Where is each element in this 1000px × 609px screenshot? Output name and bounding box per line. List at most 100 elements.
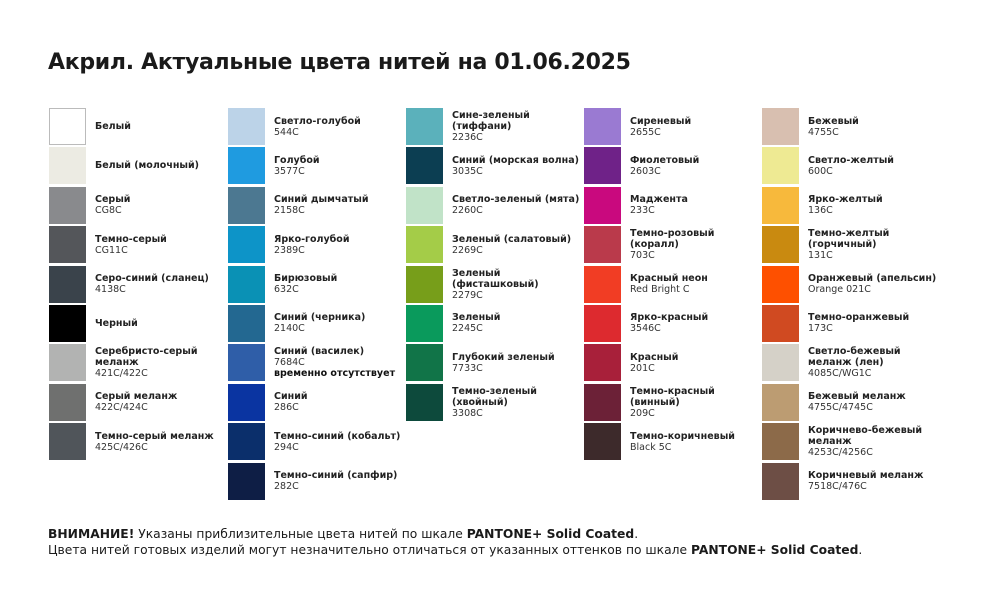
color-swatch: [49, 147, 86, 185]
color-swatch: [584, 108, 621, 145]
swatch-label: Светло-желтый 600C: [808, 155, 940, 177]
brand: PANTONE+ Solid Coated: [690, 543, 859, 557]
color-swatch: [228, 304, 265, 342]
color-swatch: [406, 383, 443, 421]
swatch-item: Оранжевый (апельсин) Orange 021C: [762, 265, 940, 303]
swatch-item: Белый: [49, 108, 227, 145]
swatch-label: Темно-оранжевый 173C: [808, 312, 940, 334]
swatch-label: Сиреневый 2655C: [630, 116, 762, 138]
pantone-code: 4138C: [95, 284, 126, 296]
swatch-label: Коричневый меланж 7518C/476C: [808, 470, 940, 492]
swatch-item: Фиолетовый 2603C: [584, 147, 762, 185]
swatch-label: Глубокий зеленый 7733C: [452, 352, 584, 374]
color-name: Оранжевый (апельсин): [808, 273, 937, 285]
color-name: Бирюзовый: [274, 273, 338, 285]
color-swatch: [406, 226, 443, 264]
pantone-code: 544C: [274, 126, 299, 138]
color-swatch: [228, 147, 265, 185]
color-name: Красный: [630, 351, 679, 363]
color-swatch: [228, 423, 265, 461]
color-swatch: [584, 147, 621, 185]
swatch-label: Голубой 3577C: [274, 155, 406, 177]
color-swatch: [584, 383, 621, 421]
pantone-code: CG8C: [95, 205, 122, 217]
color-swatch: [762, 147, 799, 185]
swatch-item: Зеленый (салатовый) 2269C: [406, 226, 584, 264]
swatch-label: Синий дымчатый 2158C: [274, 194, 406, 216]
swatch-label: Белый: [95, 121, 227, 132]
color-swatch: [584, 186, 621, 224]
color-name: Сине-зеленый (тиффани): [452, 110, 530, 132]
swatch-item: Коричнево-бежевый меланж 4253C/4256C: [762, 423, 940, 461]
swatch-label: Темно-коричневый Black 5C: [630, 431, 762, 453]
swatch-label: Темно-розовый (коралл) 703C: [630, 228, 762, 261]
color-name: Бежевый меланж: [808, 391, 906, 403]
color-swatch: [406, 265, 443, 303]
color-swatch: [762, 304, 799, 342]
swatch-label: Темно-желтый (горчичный) 131C: [808, 228, 940, 261]
swatch-label: Ярко-красный 3546C: [630, 312, 762, 334]
footer-line: ВНИМАНИЕ! Указаны приблизительные цвета …: [48, 526, 862, 542]
pantone-code: 4253C/4256C: [808, 447, 873, 459]
swatch-label: Темно-зеленый (хвойный) 3308C: [452, 386, 584, 419]
swatch-label: Фиолетовый 2603C: [630, 155, 762, 177]
color-name: Темно-желтый (горчичный): [808, 228, 890, 251]
swatch-item: Темно-красный (винный) 209C: [584, 383, 762, 421]
color-swatch: [762, 383, 799, 421]
pantone-code: 2260C: [452, 205, 483, 217]
pantone-code: 201C: [630, 362, 655, 374]
color-name: Коричнево-бежевый меланж: [808, 425, 922, 448]
pantone-code: 632C: [274, 284, 299, 296]
swatch-item: Темно-коричневый Black 5C: [584, 423, 762, 461]
swatch-label: Красный неон Red Bright C: [630, 273, 762, 295]
color-name: Коричневый меланж: [808, 470, 924, 482]
swatch-item: Бежевый 4755C: [762, 108, 940, 145]
pantone-code: 4085C/WG1C: [808, 368, 872, 380]
color-name: Светло-зеленый (мята): [452, 194, 580, 206]
color-name: Ярко-голубой: [274, 233, 350, 245]
swatch-label: Ярко-желтый 136C: [808, 194, 940, 216]
swatch-label: Темно-серый CG11C: [95, 234, 227, 256]
color-name: Зеленый: [452, 312, 501, 324]
swatch-item: Темно-оранжевый 173C: [762, 304, 940, 342]
color-swatch: [584, 344, 621, 382]
color-swatch: [49, 423, 86, 461]
swatch-item: Светло-зеленый (мята) 2260C: [406, 186, 584, 224]
swatch-column: Бежевый 4755C Светло-желтый 600C Ярко-желтый…: [762, 108, 940, 502]
color-name: Сиреневый: [630, 115, 692, 127]
swatch-item: Ярко-желтый 136C: [762, 186, 940, 224]
swatch-item: Серо-синий (сланец) 4138C: [49, 265, 227, 303]
color-name: Синий (морская волна): [452, 154, 579, 166]
pantone-code: 2269C: [452, 244, 483, 256]
swatch-item: Красный 201C: [584, 344, 762, 382]
swatch-column: Белый Белый (молочный) Серый CG8C Темно-серы…: [49, 108, 227, 463]
pantone-code: 7518C/476C: [808, 481, 867, 493]
pantone-code: 2236C: [452, 132, 483, 143]
color-name: Темно-синий (сапфир): [274, 470, 398, 482]
swatch-label: Синий (морская волна) 3035C: [452, 155, 584, 177]
swatch-label: Зеленый 2245C: [452, 312, 584, 334]
swatch-item: Синий дымчатый 2158C: [228, 186, 406, 224]
swatch-label: Синий 286C: [274, 391, 406, 413]
color-name: Фиолетовый: [630, 154, 700, 166]
swatch-item: Белый (молочный): [49, 147, 227, 185]
swatch-column: Сиреневый 2655C Фиолетовый 2603C Маджента 233…: [584, 108, 762, 463]
brand: PANTONE+ Solid Coated: [466, 527, 635, 541]
color-swatch: [228, 344, 265, 382]
swatch-item: Темно-синий (кобальт) 294C: [228, 423, 406, 461]
pantone-code: 2603C: [630, 165, 661, 177]
swatch-item: Бежевый меланж 4755C/4745C: [762, 383, 940, 421]
color-swatch: [228, 186, 265, 224]
swatch-label: Серый CG8C: [95, 194, 227, 216]
swatch-item: Темно-серый CG11C: [49, 226, 227, 264]
pantone-code: 422C/424C: [95, 402, 148, 414]
swatch-label: Маджента 233C: [630, 194, 762, 216]
swatch-item: Темно-розовый (коралл) 703C: [584, 226, 762, 264]
color-swatch: [762, 423, 799, 461]
pantone-code: 173C: [808, 323, 833, 335]
color-swatch: [584, 265, 621, 303]
color-name: Белый: [95, 121, 131, 132]
swatch-label: Зеленый (салатовый) 2269C: [452, 234, 584, 256]
swatch-item: Синий (василек) 7684C временно отсутствует: [228, 344, 406, 382]
pantone-code: 7684C: [274, 357, 305, 369]
